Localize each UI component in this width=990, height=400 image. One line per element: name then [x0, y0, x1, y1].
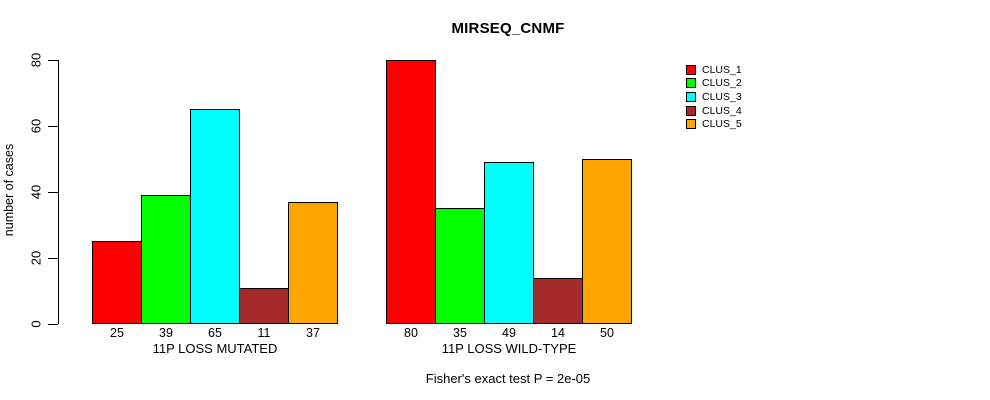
bar	[533, 278, 583, 324]
bar-value-label: 35	[453, 326, 467, 340]
bar	[484, 162, 534, 324]
y-tick	[48, 191, 58, 193]
y-tick-label: 60	[28, 118, 44, 134]
y-tick-label: 40	[28, 184, 44, 200]
y-tick-label: 0	[28, 320, 44, 328]
bar	[239, 288, 289, 324]
bar-value-label: 50	[600, 326, 614, 340]
bar-value-label: 80	[404, 326, 418, 340]
y-tick-label: 20	[28, 250, 44, 266]
legend-swatch	[686, 91, 696, 102]
bar-value-label: 11	[257, 326, 271, 340]
chart-title: MIRSEQ_CNMF	[451, 20, 565, 37]
y-axis-line	[58, 60, 59, 324]
legend-swatch	[686, 64, 696, 75]
bar	[582, 159, 632, 324]
y-tick	[48, 257, 58, 259]
bar	[141, 195, 191, 324]
y-tick	[48, 59, 58, 61]
bar	[435, 208, 485, 324]
bar-value-label: 49	[502, 326, 516, 340]
legend-label: CLUS_4	[702, 104, 742, 117]
bar	[386, 60, 436, 324]
bar-value-label: 37	[306, 326, 320, 340]
bar-value-label: 65	[208, 326, 222, 340]
bar-value-label: 14	[551, 326, 565, 340]
legend-label: CLUS_5	[702, 118, 742, 131]
legend-label: CLUS_3	[702, 90, 742, 103]
bar	[288, 202, 338, 324]
legend-swatch	[686, 119, 696, 130]
y-tick	[48, 125, 58, 127]
y-tick-label: 80	[28, 52, 44, 68]
bar	[92, 241, 142, 324]
y-tick	[48, 323, 58, 325]
group-label: 11P LOSS WILD-TYPE	[441, 341, 577, 356]
bar-value-label: 39	[159, 326, 173, 340]
group-label: 11P LOSS MUTATED	[152, 341, 278, 356]
legend-label: CLUS_2	[702, 77, 742, 90]
legend-label: CLUS_1	[702, 63, 742, 76]
bar-value-label: 25	[110, 326, 124, 340]
legend-swatch	[686, 105, 696, 116]
legend-swatch	[686, 78, 696, 89]
bar	[190, 109, 240, 324]
stat-test-footnote: Fisher's exact test P = 2e-05	[425, 371, 591, 386]
